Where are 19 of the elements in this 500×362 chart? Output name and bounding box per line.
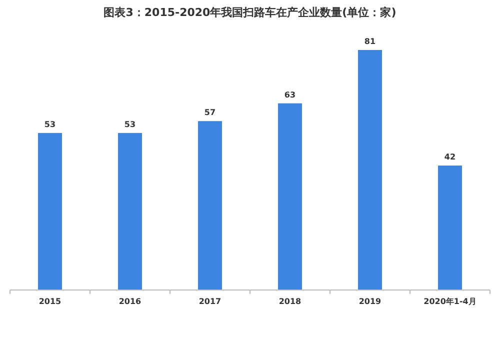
chart-title: 图表3：2015-2020年我国扫路车在产企业数量(单位：家) bbox=[104, 6, 396, 19]
data-label: 53 bbox=[44, 120, 56, 129]
x-tick-label: 2020年1-4月 bbox=[424, 297, 476, 306]
data-label: 57 bbox=[204, 108, 216, 118]
data-label: 81 bbox=[364, 37, 376, 46]
data-label: 42 bbox=[444, 152, 456, 162]
x-tick-label: 2019 bbox=[358, 297, 382, 306]
bar bbox=[118, 132, 142, 290]
data-label: 63 bbox=[284, 90, 296, 100]
bar bbox=[278, 103, 302, 290]
x-tick-label: 2016 bbox=[118, 297, 142, 306]
bar bbox=[38, 132, 62, 290]
bar bbox=[198, 121, 222, 290]
x-tick-label: 2018 bbox=[278, 297, 302, 306]
data-label: 53 bbox=[124, 120, 136, 129]
x-tick-label: 2015 bbox=[38, 297, 62, 306]
bar bbox=[358, 50, 382, 290]
x-tick-label: 2017 bbox=[198, 297, 222, 306]
bar bbox=[438, 166, 462, 290]
